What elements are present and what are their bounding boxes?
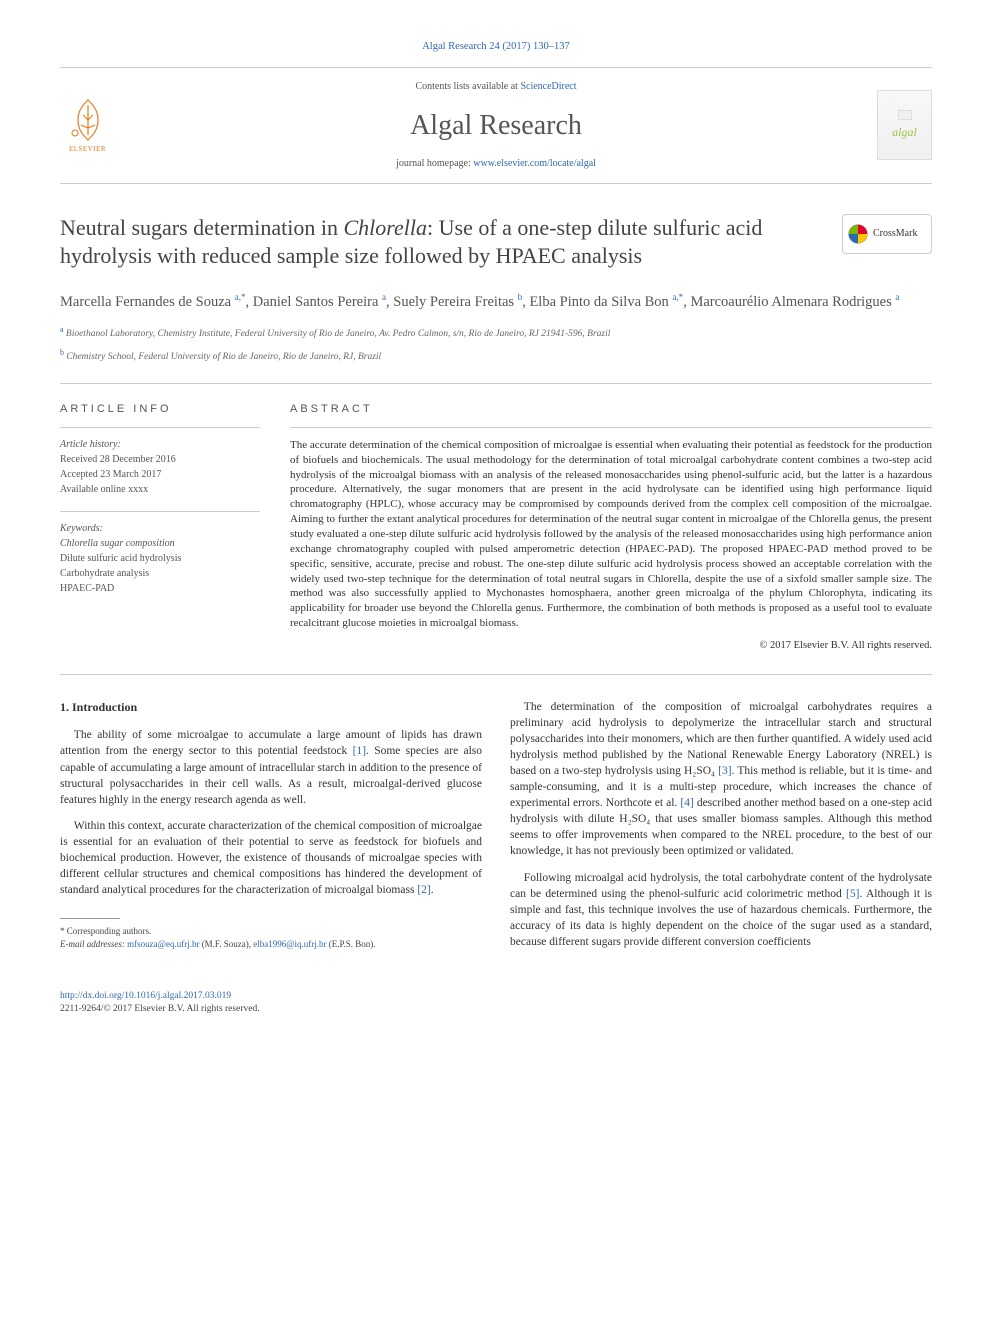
title-pre: Neutral sugars determination in [60, 215, 343, 240]
elsevier-label: ELSEVIER [69, 145, 106, 155]
left-column: 1. Introduction The ability of some micr… [60, 699, 482, 960]
cover-algal-label: algal [892, 124, 917, 141]
affiliation-line: a Bioethanol Laboratory, Chemistry Insti… [60, 324, 932, 341]
author-affiliation-sup: a [895, 292, 899, 302]
keyword: HPAEC-PAD [60, 582, 260, 596]
article-history-block: Article history: Received 28 December 20… [60, 438, 260, 497]
header-center: Contents lists available at ScienceDirec… [115, 80, 877, 171]
history-available: Available online xxxx [60, 483, 260, 497]
keyword-text: Chlorella sugar composition [60, 538, 175, 549]
history-label: Article history: [60, 438, 260, 452]
reference-link[interactable]: [1] [353, 745, 366, 757]
footnotes: * Corresponding authors. E-mail addresse… [60, 925, 482, 950]
body-paragraph: Within this context, accurate characteri… [60, 818, 482, 898]
info-abstract-row: ARTICLE INFO Article history: Received 2… [60, 402, 932, 654]
crossmark-icon [847, 223, 869, 245]
page-footer: http://dx.doi.org/10.1016/j.algal.2017.0… [60, 990, 932, 1017]
email-link[interactable]: elba1996@iq.ufrj.br [253, 939, 326, 949]
article-info-heading: ARTICLE INFO [60, 402, 260, 417]
keywords-label: Keywords: [60, 522, 260, 536]
article-title: Neutral sugars determination in Chlorell… [60, 214, 842, 271]
abstract-text: The accurate determination of the chemic… [290, 438, 932, 631]
keywords-block: Keywords: Chlorella sugar composition Di… [60, 522, 260, 596]
cover-flag-icon [898, 110, 912, 120]
corresponding-authors: * Corresponding authors. [60, 925, 482, 938]
elsevier-tree-icon [63, 95, 113, 145]
authors-line: Marcella Fernandes de Souza a,*, Daniel … [60, 291, 932, 314]
email-paren: (E.P.S. Bon). [327, 939, 376, 949]
homepage-prefix: journal homepage: [396, 158, 473, 169]
author-affiliation-sup: b [518, 292, 523, 302]
author-name: Marcella Fernandes de Souza [60, 294, 235, 310]
email-paren: (M.F. Souza), [199, 939, 253, 949]
contents-prefix: Contents lists available at [415, 81, 520, 92]
article-info-col: ARTICLE INFO Article history: Received 2… [60, 402, 260, 654]
header-bar: ELSEVIER Contents lists available at Sci… [60, 67, 932, 184]
history-accepted: Accepted 23 March 2017 [60, 468, 260, 482]
crossmark-badge[interactable]: CrossMark [842, 214, 932, 254]
author-affiliation-sup: a [382, 292, 386, 302]
abstract-heading: ABSTRACT [290, 402, 932, 417]
author-name: Daniel Santos Pereira [253, 294, 382, 310]
divider [60, 674, 932, 675]
author-name: Marcoaurélio Almenara Rodrigues [690, 294, 895, 310]
body-paragraph: The determination of the composition of … [510, 699, 932, 860]
affiliation-sup: b [60, 348, 64, 357]
history-received: Received 28 December 2016 [60, 453, 260, 467]
affiliation-line: b Chemistry School, Federal University o… [60, 347, 932, 364]
reference-link[interactable]: [5] [846, 888, 859, 900]
title-row: Neutral sugars determination in Chlorell… [60, 214, 932, 271]
reference-link[interactable]: [4] [680, 797, 693, 809]
email-line: E-mail addresses: mfsouza@eq.ufrj.br (M.… [60, 938, 482, 951]
right-column: The determination of the composition of … [510, 699, 932, 960]
keyword: Dilute sulfuric acid hydrolysis [60, 552, 260, 566]
divider [60, 427, 260, 428]
elsevier-logo: ELSEVIER [60, 95, 115, 155]
divider [60, 511, 260, 512]
body-paragraph: Following microalgal acid hydrolysis, th… [510, 870, 932, 950]
author-affiliation-sup: a,* [235, 292, 246, 302]
author-affiliation-sup: a,* [672, 292, 683, 302]
journal-cover: algal [877, 90, 932, 160]
homepage-line: journal homepage: www.elsevier.com/locat… [115, 157, 877, 171]
email-link[interactable]: mfsouza@eq.ufrj.br [127, 939, 199, 949]
body-columns: 1. Introduction The ability of some micr… [60, 699, 932, 960]
email-label: E-mail addresses: [60, 939, 127, 949]
reference-link[interactable]: [3] [718, 765, 731, 777]
homepage-link[interactable]: www.elsevier.com/locate/algal [473, 158, 596, 169]
doi-link[interactable]: http://dx.doi.org/10.1016/j.algal.2017.0… [60, 991, 231, 1001]
affiliation-sup: a [60, 325, 64, 334]
abstract-copyright: © 2017 Elsevier B.V. All rights reserved… [290, 639, 932, 654]
divider [60, 383, 932, 384]
contents-lists-line: Contents lists available at ScienceDirec… [115, 80, 877, 94]
issn-copyright-line: 2211-9264/© 2017 Elsevier B.V. All right… [60, 1003, 932, 1016]
sciencedirect-link[interactable]: ScienceDirect [520, 81, 576, 92]
intro-heading: 1. Introduction [60, 699, 482, 716]
journal-name: Algal Research [115, 106, 877, 145]
author-name: Elba Pinto da Silva Bon [529, 294, 672, 310]
crossmark-label: CrossMark [873, 227, 917, 241]
title-em: Chlorella [343, 215, 427, 240]
author-name: Suely Pereira Freitas [393, 294, 517, 310]
abstract-col: ABSTRACT The accurate determination of t… [290, 402, 932, 654]
journal-citation: Algal Research 24 (2017) 130–137 [60, 40, 932, 55]
divider [290, 427, 932, 428]
body-paragraph: The ability of some microalgae to accumu… [60, 727, 482, 807]
keyword: Chlorella sugar composition [60, 537, 260, 551]
footnote-divider [60, 918, 120, 919]
reference-link[interactable]: [2] [417, 884, 430, 896]
keyword: Carbohydrate analysis [60, 567, 260, 581]
